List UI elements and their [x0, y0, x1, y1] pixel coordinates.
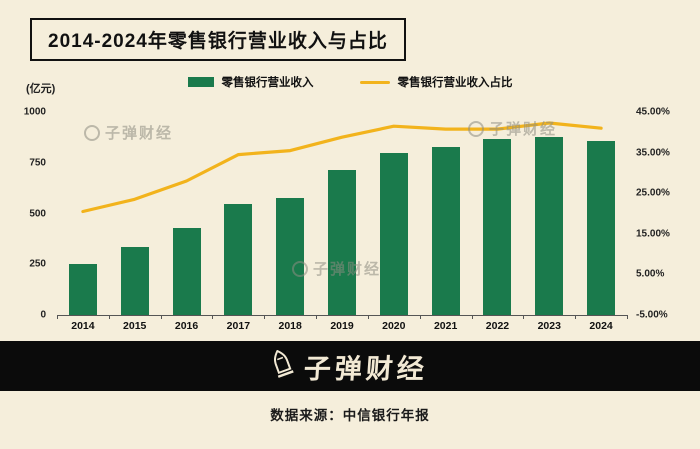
watermark: 子弹财经: [84, 122, 173, 143]
x-tick-label-2020: 2020: [382, 320, 406, 332]
bar-slot-2015: [109, 112, 161, 315]
legend-bar-label: 零售银行营业收入: [221, 77, 314, 89]
bar-slot-2021: [420, 112, 472, 315]
x-tick-label-2016: 2016: [174, 320, 199, 332]
legend: 零售银行营业收入 零售银行营业收入占比: [0, 74, 700, 90]
watermark-text: 子弹财经: [489, 121, 558, 138]
x-tick-label-2024: 2024: [589, 320, 613, 332]
bar-2022: [483, 139, 512, 315]
right-axis-tick: 45.00%: [636, 106, 670, 118]
ratio-line: [81, 121, 603, 214]
x-axis-tick-mark: [523, 315, 525, 319]
bar-slot-2016: [161, 112, 213, 315]
x-axis-labels: 2014 2015 2016 2017 2018 2019 2020 2021 2022 2023…: [57, 318, 627, 334]
x-tick-label-2023: 2023: [537, 320, 561, 332]
bar-slot-2020: [368, 112, 420, 315]
left-axis: 0 250 500 750 1000: [0, 107, 52, 321]
bar-slot-2018: [264, 112, 316, 315]
legend-line-label: 零售银行营业收入占比: [397, 77, 513, 89]
right-axis-tick: 5.00%: [636, 268, 665, 280]
bar-2019: [327, 169, 356, 315]
bar-2018: [276, 197, 305, 315]
right-axis-tick: 15.00%: [636, 228, 670, 240]
x-axis-tick-mark: [419, 315, 421, 319]
left-axis-tick: 250: [29, 258, 46, 270]
x-tick-label-2022: 2022: [485, 320, 510, 332]
bar-slot-2024: [575, 112, 627, 315]
watermark-text: 子弹财经: [105, 125, 174, 142]
legend-line-swatch: [359, 80, 390, 84]
bar-2015: [120, 247, 149, 315]
data-source: 数据来源：中信银行年报: [270, 408, 430, 423]
plot-area: [57, 112, 627, 316]
watermark: 子弹财经: [468, 118, 557, 139]
bar-2020: [379, 153, 408, 315]
x-axis-ticks: [57, 315, 628, 319]
legend-bar-swatch: [187, 77, 214, 87]
left-axis-tick: 0: [40, 309, 46, 321]
bar-slot-2017: [212, 112, 264, 315]
x-axis-tick-mark: [108, 315, 110, 319]
footer-logo-text: 子弹财经: [302, 353, 429, 384]
bars: [57, 112, 627, 315]
x-axis-tick-mark: [212, 315, 214, 319]
right-axis-tick: 35.00%: [636, 147, 670, 159]
x-axis-tick-mark: [471, 315, 473, 319]
left-axis-tick: 1000: [23, 106, 46, 118]
x-axis-tick-mark: [627, 315, 628, 319]
bar-2017: [224, 204, 253, 315]
chart-title: 2014-2024年零售银行营业收入与占比: [30, 18, 406, 61]
bar-slot-2014: [57, 112, 109, 315]
left-axis-tick: 750: [29, 157, 46, 169]
legend-item-revenue: 零售银行营业收入: [187, 74, 314, 90]
x-tick-label-2014: 2014: [71, 320, 95, 332]
line-series: [81, 121, 603, 214]
watermark-text: 子弹财经: [313, 261, 382, 278]
legend-item-ratio: 零售银行营业收入占比: [359, 74, 513, 90]
bar-slot-2019: [316, 112, 368, 315]
bar-2021: [431, 147, 460, 315]
x-axis-tick-mark: [367, 315, 369, 319]
bullet-logo-icon: [267, 346, 300, 386]
bar-slot-2022: [472, 112, 524, 315]
x-axis-tick-mark: [316, 315, 318, 319]
x-tick-label-2019: 2019: [330, 320, 354, 332]
bar-2014: [68, 263, 97, 315]
watermark: 子弹财经: [292, 258, 381, 279]
watermark-icon: [292, 260, 308, 277]
bar-2023: [535, 137, 564, 315]
watermark-icon: [468, 120, 484, 137]
watermark-icon: [84, 124, 100, 141]
right-axis: -5.00% 5.00% 15.00% 25.00% 35.00% 45.00%: [632, 107, 696, 321]
left-axis-tick: 500: [29, 208, 46, 219]
left-axis-unit-label: (亿元): [26, 83, 56, 95]
x-axis-tick-mark: [57, 315, 58, 319]
x-tick-label-2021: 2021: [433, 320, 458, 332]
x-axis-tick-mark: [575, 315, 577, 319]
footer-logo-bar: 子弹财经: [0, 341, 700, 391]
bar-2024: [587, 141, 616, 315]
right-axis-tick: 25.00%: [636, 187, 670, 199]
x-axis-tick-mark: [264, 315, 266, 319]
bar-2016: [172, 227, 201, 315]
x-tick-label-2018: 2018: [278, 320, 302, 332]
bar-slot-2023: [523, 112, 575, 315]
x-tick-label-2015: 2015: [123, 320, 147, 332]
right-axis-tick: -5.00%: [636, 309, 668, 321]
x-axis-tick-mark: [160, 315, 162, 319]
x-tick-label-2017: 2017: [226, 320, 251, 332]
